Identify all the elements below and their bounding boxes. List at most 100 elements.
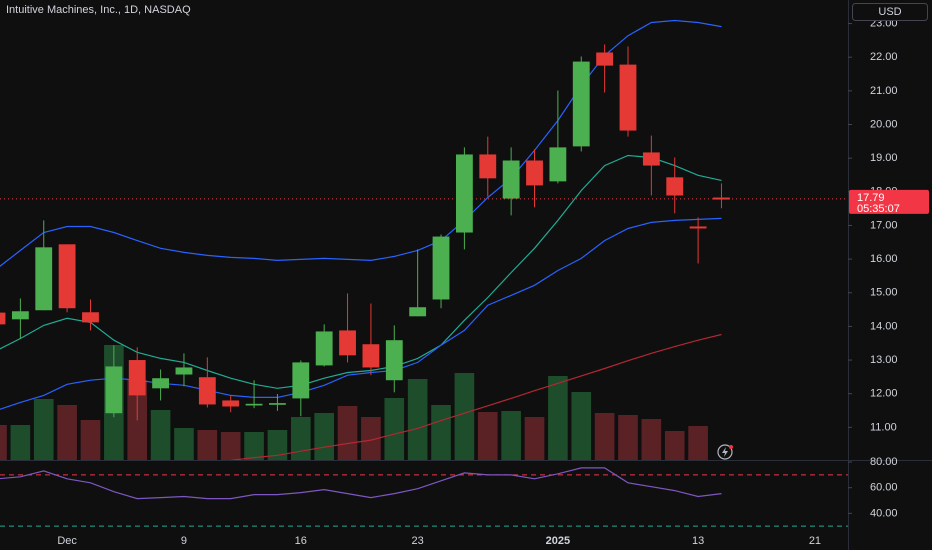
- candle-body: [58, 244, 76, 309]
- candle-body: [11, 311, 29, 320]
- volume-bar: [407, 379, 428, 460]
- volume-bar: [688, 426, 708, 460]
- volume-bar: [384, 398, 405, 460]
- volume-bar: [150, 410, 171, 460]
- x-tick-label: 9: [181, 535, 187, 547]
- candle-body: [245, 403, 263, 406]
- x-tick-label: 16: [295, 535, 307, 547]
- candle-body: [269, 403, 286, 405]
- last-price-box: [849, 189, 929, 214]
- candle-body: [666, 177, 684, 196]
- volume-bar: [594, 413, 615, 460]
- y-tick-label: 80.00: [870, 456, 898, 468]
- x-tick-label: 13: [692, 535, 704, 547]
- x-tick-label: 23: [412, 535, 424, 547]
- candle-body: [175, 367, 193, 375]
- x-tick-label: 21: [809, 535, 821, 547]
- volume-bar: [10, 425, 31, 460]
- volume-bar: [454, 373, 475, 460]
- volume-bar: [664, 431, 685, 460]
- alert-icon-bolt: [722, 447, 728, 457]
- volume-bar: [641, 419, 662, 460]
- volume-bar: [80, 420, 101, 460]
- candle-body: [455, 154, 473, 233]
- candle-body: [619, 64, 637, 131]
- axes: 11.0012.0013.0014.0015.0016.0017.0018.00…: [57, 17, 929, 547]
- candle-body: [479, 154, 497, 179]
- overlay-line: [230, 333, 722, 460]
- candle-body: [526, 160, 543, 186]
- candle-body: [713, 197, 730, 200]
- candle-body: [152, 378, 170, 389]
- volume-bar: [477, 412, 498, 460]
- candle-body: [222, 400, 240, 407]
- y-tick-label: 14.00: [870, 320, 898, 332]
- rsi-pane: [0, 467, 848, 527]
- volume-bar: [361, 417, 381, 460]
- volume-bar: [267, 430, 288, 460]
- y-tick-label: 15.00: [870, 287, 898, 299]
- candle-body: [105, 366, 123, 414]
- candle-body: [572, 61, 590, 147]
- y-tick-label: 20.00: [870, 118, 898, 130]
- volume-bar: [337, 406, 358, 460]
- last-price-label: 17.79: [857, 192, 885, 204]
- y-tick-label: 12.00: [870, 388, 898, 400]
- volume-bar: [174, 428, 194, 460]
- y-tick-label: 17.00: [870, 219, 898, 231]
- x-tick-label: Dec: [57, 535, 77, 547]
- candle-body: [502, 160, 520, 199]
- y-tick-label: 11.00: [870, 421, 897, 433]
- main-pane: [0, 19, 848, 460]
- volume-bar: [548, 376, 568, 460]
- volume-bar: [290, 417, 311, 460]
- candle-body: [409, 307, 427, 317]
- volume-bar: [220, 432, 241, 460]
- chart-title: Intuitive Machines, Inc., 1D, NASDAQ: [6, 4, 191, 16]
- overlay-line: [0, 154, 722, 389]
- candle-body: [432, 236, 450, 300]
- volume-bar: [618, 415, 638, 460]
- candle-body: [198, 377, 216, 405]
- y-tick-label: 13.00: [870, 354, 898, 366]
- candle-body: [315, 331, 333, 366]
- y-tick-label: 60.00: [870, 482, 898, 494]
- candle-body: [82, 312, 99, 323]
- rsi-line: [0, 467, 722, 500]
- candle-body: [292, 362, 310, 399]
- y-tick-label: 21.00: [870, 85, 898, 97]
- volume-bar: [33, 399, 54, 460]
- candle-body: [549, 147, 567, 182]
- volume-bar: [244, 432, 264, 460]
- candle-body: [362, 344, 380, 368]
- y-tick-label: 16.00: [870, 253, 898, 265]
- volume-bar: [501, 411, 521, 460]
- candle-body: [642, 152, 660, 166]
- volume-bar: [314, 413, 334, 460]
- volume-bar: [431, 405, 451, 460]
- y-tick-label: 22.00: [870, 51, 898, 63]
- volume-bar: [197, 430, 218, 460]
- y-tick-label: 19.00: [870, 152, 898, 164]
- candle-body: [596, 52, 614, 66]
- y-tick-label: 40.00: [870, 507, 898, 519]
- candle-body: [689, 226, 707, 229]
- alert-icon[interactable]: [717, 444, 733, 460]
- candle-body: [35, 247, 53, 311]
- currency-label[interactable]: USD: [878, 6, 901, 18]
- volume-bar: [0, 425, 7, 460]
- alert-dot: [729, 445, 733, 449]
- volume-bar: [571, 392, 592, 460]
- countdown-label: 05:35:07: [857, 203, 900, 215]
- candle-body: [128, 360, 146, 396]
- candle-body: [339, 330, 356, 356]
- volume-bar: [57, 405, 77, 460]
- candle-body: [0, 312, 6, 325]
- candle-body: [385, 340, 403, 381]
- currency-button[interactable]: [852, 3, 928, 21]
- x-tick-label: 2025: [546, 535, 570, 547]
- volume-bar: [524, 417, 545, 460]
